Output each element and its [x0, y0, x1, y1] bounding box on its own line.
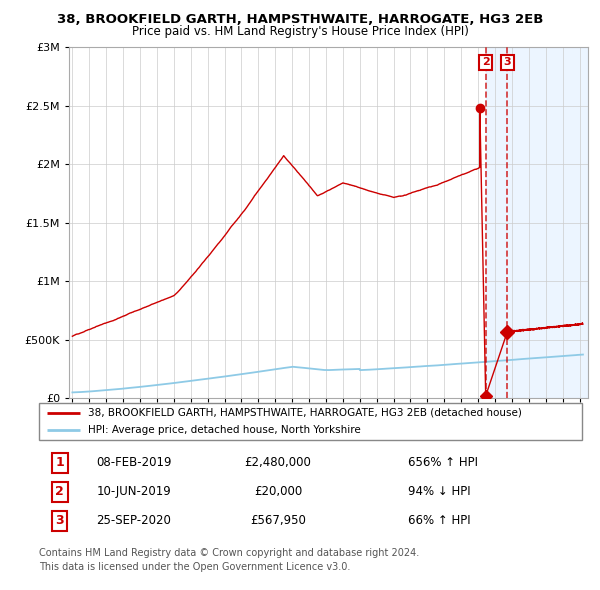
Text: £20,000: £20,000	[254, 485, 302, 499]
Text: 25-SEP-2020: 25-SEP-2020	[97, 514, 172, 527]
Text: 1: 1	[55, 457, 64, 470]
Text: 656% ↑ HPI: 656% ↑ HPI	[408, 457, 478, 470]
Text: 10-JUN-2019: 10-JUN-2019	[97, 485, 172, 499]
Text: £567,950: £567,950	[250, 514, 306, 527]
Text: HPI: Average price, detached house, North Yorkshire: HPI: Average price, detached house, Nort…	[88, 425, 361, 435]
Text: 3: 3	[503, 57, 511, 67]
Text: 2: 2	[482, 57, 490, 67]
Text: Price paid vs. HM Land Registry's House Price Index (HPI): Price paid vs. HM Land Registry's House …	[131, 25, 469, 38]
FancyBboxPatch shape	[39, 403, 582, 440]
Text: 38, BROOKFIELD GARTH, HAMPSTHWAITE, HARROGATE, HG3 2EB: 38, BROOKFIELD GARTH, HAMPSTHWAITE, HARR…	[57, 13, 543, 26]
Text: Contains HM Land Registry data © Crown copyright and database right 2024.: Contains HM Land Registry data © Crown c…	[39, 548, 419, 558]
Text: 38, BROOKFIELD GARTH, HAMPSTHWAITE, HARROGATE, HG3 2EB (detached house): 38, BROOKFIELD GARTH, HAMPSTHWAITE, HARR…	[88, 408, 522, 418]
Bar	[486, 47, 588, 398]
Text: 3: 3	[55, 514, 64, 527]
Text: £2,480,000: £2,480,000	[244, 457, 311, 470]
Text: 08-FEB-2019: 08-FEB-2019	[96, 457, 172, 470]
Text: 94% ↓ HPI: 94% ↓ HPI	[408, 485, 471, 499]
Text: 2: 2	[55, 485, 64, 499]
Text: 66% ↑ HPI: 66% ↑ HPI	[408, 514, 471, 527]
Text: This data is licensed under the Open Government Licence v3.0.: This data is licensed under the Open Gov…	[39, 562, 350, 572]
